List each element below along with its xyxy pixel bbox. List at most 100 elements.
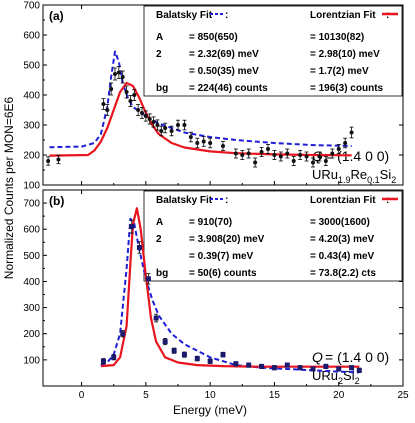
- legend-lorentzian-label: Lorentzian Fit: [310, 195, 376, 206]
- data-point: [323, 159, 328, 163]
- y-tick-label: 700: [23, 1, 40, 12]
- panel-b-plot-area: [100, 207, 362, 374]
- data-point: [271, 365, 277, 371]
- y-tick-label: 600: [23, 31, 40, 42]
- legend-balatsky-value: = 3.908(20) meV: [189, 234, 265, 245]
- x-tick-label: 5: [143, 390, 149, 401]
- data-point: [162, 339, 168, 345]
- y-tick-label: 200: [23, 151, 40, 162]
- q-symbol: Q: [312, 349, 323, 365]
- legend-lorentzian-label: Lorentzian Fit: [310, 10, 376, 21]
- q-value: = (1.4 0 0): [325, 148, 389, 164]
- panel-b: 0 5 10 15 20 25 100 200 300 400 500 600 700 Balatsky …: [23, 189, 409, 401]
- data-point: [233, 361, 239, 367]
- data-point: [284, 362, 290, 368]
- x-axis-label: Energy (meV): [173, 403, 247, 417]
- x-tick-label: 0: [79, 390, 85, 401]
- data-point: [266, 147, 270, 151]
- compound-part: URu: [312, 167, 338, 182]
- compound-part: Re: [351, 167, 368, 182]
- data-point: [124, 90, 129, 94]
- data-point: [140, 111, 144, 115]
- x-tick-label: 25: [397, 390, 409, 401]
- y-tick-label: 500: [23, 251, 40, 262]
- y-axis-label: Normalized Counts per MON=6E6: [2, 96, 16, 279]
- data-point: [317, 154, 322, 159]
- data-point: [105, 108, 110, 112]
- data-point: [176, 123, 180, 127]
- y-tick-label: 200: [23, 329, 40, 340]
- y-tick-label: 300: [23, 303, 40, 314]
- y-tick-label: 300: [23, 121, 40, 132]
- data-point: [128, 99, 133, 103]
- q-value: = (1.4 0 0): [325, 349, 389, 365]
- data-point: [188, 135, 193, 139]
- data-point: [171, 348, 177, 354]
- data-point: [163, 126, 168, 130]
- legend-balatsky-label: Balatsky Fit: [156, 195, 213, 206]
- data-point: [343, 141, 348, 145]
- data-point: [181, 352, 187, 358]
- data-point: [113, 72, 117, 76]
- legend-lorentzian-value: = 73.8(2.2) cts: [310, 268, 376, 279]
- data-point: [195, 141, 200, 145]
- data-point: [159, 129, 164, 133]
- data-point: [220, 352, 226, 358]
- data-point: [147, 117, 152, 121]
- data-point: [100, 358, 106, 364]
- data-point: [169, 129, 174, 133]
- data-point: [182, 123, 187, 127]
- data-point: [208, 141, 213, 145]
- legend-lorentzian-value: = 4.20(3) meV: [310, 234, 375, 245]
- x-tick-label: 20: [333, 390, 345, 401]
- y-tick-label: 600: [23, 225, 40, 236]
- data-point: [246, 362, 252, 368]
- data-point: [259, 150, 264, 154]
- compound-subscript: 1.9: [338, 175, 351, 185]
- data-point: [56, 157, 61, 162]
- legend-lorentzian-value: = 3000(1600): [310, 217, 370, 228]
- y-tick-label: 700: [23, 199, 40, 210]
- legend-lorentzian-value: = 196(3) counts: [310, 83, 384, 94]
- legend-balatsky-colon: :: [225, 195, 228, 206]
- legend-lorentzian-value: = 2.98(10) meV: [310, 49, 380, 60]
- data-point: [120, 75, 125, 79]
- y-tick-label: 400: [23, 91, 40, 102]
- y-tick-label: 100: [23, 355, 40, 366]
- data-point: [120, 331, 126, 337]
- legend-param-name: 2: [156, 234, 162, 245]
- panel-a-legend-box: [143, 5, 403, 97]
- compound-subscript: 0.1: [367, 175, 380, 185]
- data-point: [194, 356, 200, 362]
- legend-lorentzian-colon: :: [386, 10, 389, 21]
- data-point: [129, 224, 135, 230]
- data-point: [259, 363, 265, 369]
- legend-param-name: 2: [156, 49, 162, 60]
- panel-a-plot-area: [46, 50, 354, 168]
- data-point: [116, 70, 121, 75]
- legend-param-name: A: [156, 32, 163, 43]
- panel-a: 100 200 300 400 500 600 700 Balatsky Fit: Lorent…: [23, 1, 404, 192]
- legend-balatsky-value: = 850(650): [189, 32, 238, 43]
- data-point: [297, 365, 303, 371]
- data-point: [240, 153, 245, 157]
- data-point: [143, 114, 148, 118]
- compound-part: URu: [312, 368, 338, 383]
- panel-b-frame: [42, 189, 404, 387]
- legend-balatsky-colon: :: [225, 10, 228, 21]
- legend-balatsky-value: = 224(46) counts: [189, 83, 268, 94]
- compound-subscript: 2: [355, 376, 360, 386]
- y-tick-label: 500: [23, 61, 40, 72]
- data-point: [298, 153, 303, 157]
- data-point: [356, 367, 362, 373]
- x-tick-label: 15: [269, 390, 281, 401]
- y-tick-label: 400: [23, 277, 40, 288]
- data-point: [132, 93, 137, 97]
- data-point: [221, 144, 225, 148]
- data-point: [349, 130, 354, 135]
- legend-lorentzian-value: = 10130(82): [310, 32, 364, 43]
- data-point: [101, 102, 106, 106]
- lorentzian-fit-line: [49, 81, 352, 157]
- lorentzian-fit-line: [100, 207, 360, 368]
